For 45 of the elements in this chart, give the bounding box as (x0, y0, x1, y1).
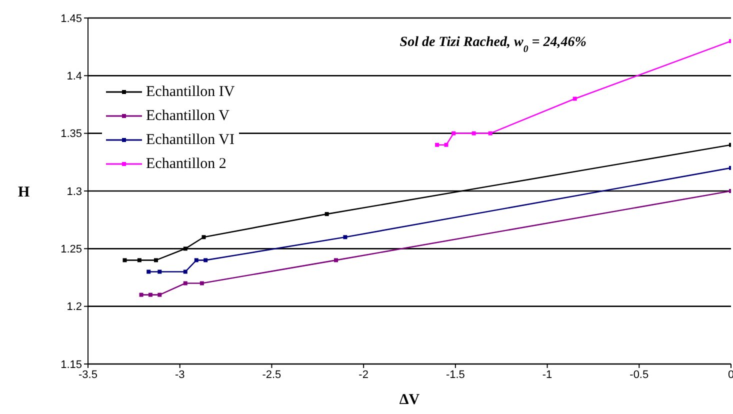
point (194, 258, 198, 262)
y-tick-label: 1.25 (60, 244, 82, 256)
y-tick-label: 1.2 (66, 301, 82, 314)
legend-label: Echantillon VI (146, 132, 234, 148)
y-tick-label: 1.15 (60, 358, 82, 371)
point (148, 292, 152, 297)
x-tick-label: -3 (174, 368, 185, 381)
point (137, 258, 142, 262)
y-tick-label: 1.35 (60, 128, 82, 140)
point (183, 246, 188, 251)
point (122, 258, 127, 262)
point (183, 281, 188, 286)
point (452, 131, 456, 136)
x-tick-label: -3.5 (78, 368, 98, 381)
point (183, 270, 188, 274)
x-axis-title: ΔV (399, 392, 420, 408)
point (488, 131, 492, 136)
x-tick-label: -1 (542, 368, 552, 381)
x-tick-label: -2.5 (262, 368, 282, 381)
point (158, 270, 162, 274)
point (202, 235, 206, 240)
point (139, 292, 144, 297)
point (204, 258, 208, 262)
y-axis-title: H (18, 184, 30, 200)
x-tick-label: -2 (358, 368, 368, 381)
point (158, 292, 162, 297)
x-tick-label: -0.5 (630, 368, 649, 381)
point (472, 131, 476, 136)
x-tick-label: -1.5 (446, 368, 465, 381)
point (154, 258, 158, 262)
y-tick-label: 1.45 (60, 12, 82, 25)
point (435, 142, 440, 147)
text: Sol de Tizi Rached, w$_{0}$ = 24,46% (400, 35, 586, 54)
y-tick-label: 1.3 (66, 186, 82, 198)
point (200, 281, 204, 286)
point (334, 258, 338, 262)
point (324, 212, 329, 216)
point (572, 96, 577, 101)
legend-label: Echantillon 2 (146, 156, 226, 172)
y-tick-label: 1.4 (66, 70, 82, 83)
point (444, 142, 448, 147)
point (343, 235, 348, 240)
point (146, 270, 151, 274)
legend-label: Echantillon V (146, 108, 230, 124)
legend-label: Echantillon IV (146, 84, 235, 100)
